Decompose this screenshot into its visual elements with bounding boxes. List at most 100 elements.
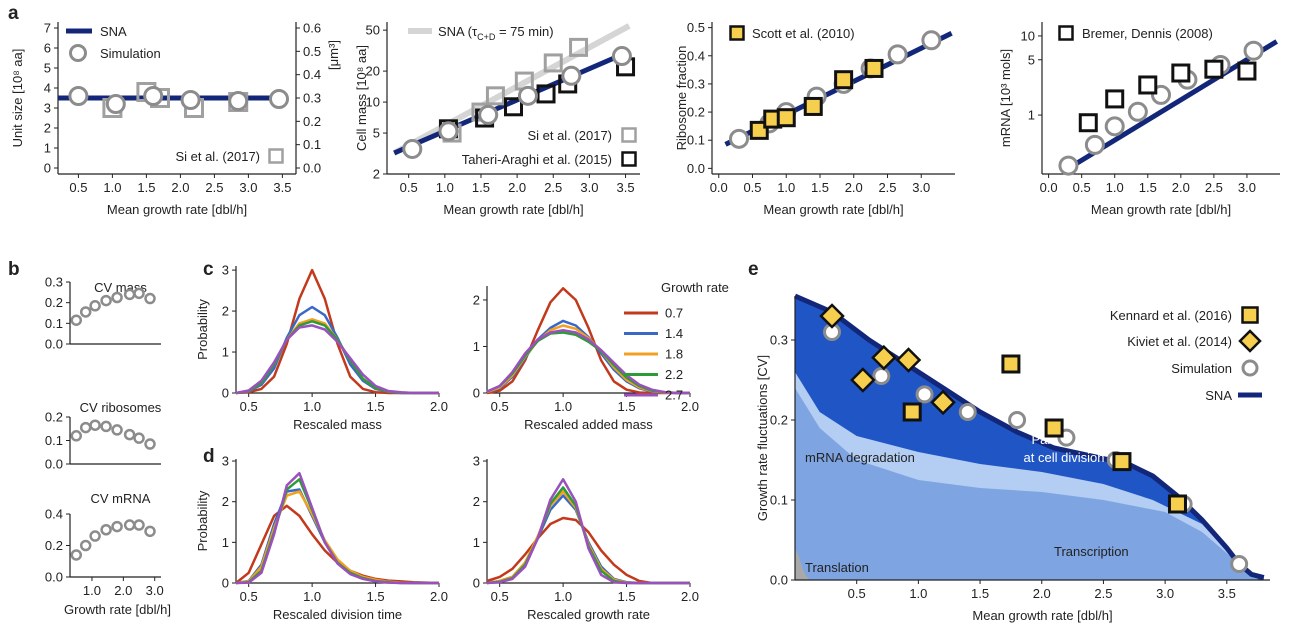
si-marker (485, 86, 505, 106)
legend-rate-2.7: 2.7 (665, 388, 683, 403)
x-tick-label: 1.5 (367, 589, 385, 604)
y-tick-label: 0.2 (45, 410, 63, 425)
legend-taheri: Taheri-Araghi et al. (2015) (462, 152, 612, 167)
y-tick-label: 4 (44, 81, 51, 96)
y-tick-label: 2 (473, 292, 480, 307)
y-right-tick-label: 0.3 (303, 91, 321, 106)
y-tick-label: 2 (222, 494, 229, 509)
cv-marker (79, 421, 92, 434)
scott-marker (803, 96, 823, 116)
x-tick-label: 1.5 (137, 180, 155, 195)
cv-marker (123, 428, 136, 441)
panel-letter-a: a (8, 3, 19, 24)
x-tick-label: 1.5 (811, 180, 829, 195)
x-tick-label: 2.5 (878, 180, 896, 195)
x-axis-label: Mean growth rate [dbl/h] (1091, 202, 1231, 217)
x-tick-label: 1.5 (472, 180, 490, 195)
legend-simulation: Simulation (1171, 361, 1232, 376)
x-tick-label: 1.5 (1139, 180, 1157, 195)
simulation-marker (1127, 101, 1148, 122)
cv-marker (89, 300, 101, 312)
legend-kennard: Kennard et al. (2016) (1110, 308, 1232, 323)
charts-root: 0.5 1.0 1.5 2.0 2.5 3.0 3.5 0 1 2 3 4 5 6 7 0.0 0.1 0.2 0.… (10, 20, 1280, 623)
x-tick-label: 1.0 (554, 399, 572, 414)
y-tick-label: 0.2 (687, 105, 705, 120)
x-tick-label: 3.0 (146, 583, 164, 598)
scott-marker (864, 58, 884, 78)
legend-sna: SNA (1205, 388, 1232, 403)
subplot-title: CV mRNA (91, 491, 151, 506)
si-marker (543, 53, 563, 73)
cv-marker (70, 314, 83, 326)
y-tick-label: 0.3 (45, 275, 63, 290)
x-tick-label: 1.0 (554, 589, 572, 604)
simulation-marker (517, 85, 538, 106)
x-tick-label: 1.0 (777, 180, 795, 195)
cv-marker (111, 291, 123, 304)
y-tick-label: 2 (473, 494, 480, 509)
y-tick-label: 1 (473, 339, 480, 354)
cv-marker (79, 306, 92, 318)
x-tick-label: 2.0 (508, 180, 526, 195)
y-tick-label: 1 (44, 141, 51, 156)
x-tick-label: 3.0 (1238, 180, 1256, 195)
simulation-marker (478, 104, 499, 125)
kiviet-marker (819, 303, 845, 329)
x-tick-label: 3.0 (239, 180, 257, 195)
x-tick-label: 0.5 (743, 180, 761, 195)
simulation-marker (143, 86, 164, 106)
bremer-marker (1078, 113, 1098, 133)
y-axis-label: Probability (195, 299, 210, 360)
x-tick-label: 1.0 (303, 589, 321, 604)
y-tick-label: 1 (222, 345, 229, 360)
x-tick-label: 1.5 (618, 399, 636, 414)
y-tick-label: 0.4 (687, 48, 705, 63)
y-tick-label: 0.3 (687, 76, 705, 91)
y-tick-label: 0 (222, 576, 229, 591)
cv-marker (100, 524, 112, 536)
bremer-marker (1171, 63, 1191, 83)
cv-marker (100, 420, 112, 433)
x-axis-label: Rescaled growth rate (527, 607, 650, 622)
x-axis-label: Rescaled added mass (524, 417, 653, 432)
x-tick-label: 3.0 (1156, 586, 1174, 601)
cv-marker (133, 432, 145, 444)
y-tick-label: 0 (222, 386, 229, 401)
legend-kennard-swatch (1241, 306, 1259, 324)
x-axis-label: Mean growth rate [dbl/h] (763, 202, 903, 217)
bremer-marker (1105, 89, 1125, 109)
x-tick-label: 0.5 (1073, 180, 1091, 195)
label-transcription: Transcription (1054, 544, 1129, 559)
y-axis-label-right: [μm³] (326, 40, 341, 70)
y-tick-label: 2 (373, 167, 380, 182)
legend-rate-0.7: 0.7 (665, 306, 683, 321)
y-right-tick-label: 0.1 (303, 137, 321, 152)
y-tick-label: 0.0 (45, 337, 63, 352)
panel-letter-e: e (748, 259, 759, 280)
panel-letter-d: d (203, 446, 215, 467)
y-tick-label: 0.0 (687, 161, 705, 176)
y-tick-label: 1 (222, 535, 229, 550)
kennard-marker (1044, 418, 1064, 438)
label-partitioning-2: at cell division (1024, 450, 1105, 465)
y-tick-label: 3 (222, 263, 229, 278)
x-axis-label: Rescaled division time (273, 607, 402, 622)
area-translation (795, 548, 810, 580)
y-tick-label: 0.5 (687, 20, 705, 35)
simulation-marker (729, 128, 749, 149)
x-tick-label: 2.0 (430, 399, 448, 414)
x-tick-label: 3.5 (1218, 586, 1236, 601)
cv-marker (111, 424, 123, 436)
legend-bremer: Bremer, Dennis (2008) (1082, 26, 1213, 41)
legend-sna: SNA (τC+D = 75 min) (438, 24, 554, 42)
y-tick-label: 50 (366, 23, 380, 38)
x-axis-label: Rescaled mass (293, 417, 382, 432)
y-tick-label: 5 (373, 126, 380, 141)
x-tick-label: 2.0 (845, 180, 863, 195)
cv-marker (89, 419, 101, 431)
cv-marker (70, 430, 83, 442)
y-tick-label: 0 (44, 161, 51, 176)
legend-scott-swatch (729, 25, 745, 41)
si-marker (569, 37, 589, 57)
